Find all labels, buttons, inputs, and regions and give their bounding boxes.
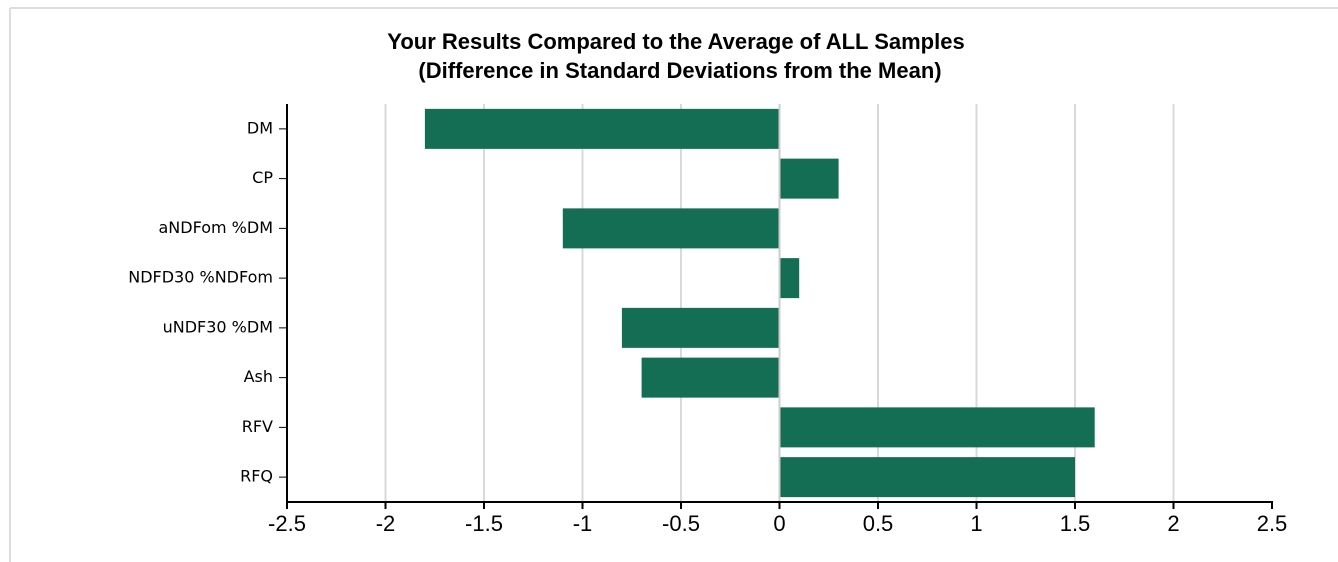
bar bbox=[779, 457, 1075, 498]
y-tick-label: NDFD30 %NDFom bbox=[128, 268, 273, 287]
y-tick-label: DM bbox=[247, 118, 273, 137]
bar bbox=[621, 307, 780, 348]
x-tick-label: 1.5 bbox=[1060, 511, 1091, 536]
x-tick-label: -0.5 bbox=[662, 511, 700, 536]
bar bbox=[562, 208, 780, 249]
y-tick-label: CP bbox=[252, 168, 273, 187]
x-tick-label: -2.5 bbox=[268, 511, 306, 536]
y-tick-label: RFV bbox=[242, 417, 273, 436]
y-tick-label: Ash bbox=[244, 367, 273, 386]
y-tick-label: RFQ bbox=[240, 467, 273, 486]
x-tick-label: -2 bbox=[376, 511, 396, 536]
chart-title: Your Results Compared to the Average of … bbox=[387, 29, 964, 54]
x-tick-label: 2.5 bbox=[1257, 511, 1288, 536]
bar bbox=[779, 258, 800, 299]
bar bbox=[779, 158, 839, 199]
bar bbox=[779, 407, 1095, 448]
x-tick-label: 0 bbox=[773, 511, 785, 536]
y-tick-label: aNDFom %DM bbox=[158, 218, 273, 237]
x-tick-label: 0.5 bbox=[863, 511, 894, 536]
chart-subtitle: (Difference in Standard Deviations from … bbox=[418, 58, 941, 83]
x-tick-label: -1.5 bbox=[465, 511, 503, 536]
bar bbox=[641, 357, 780, 398]
x-tick-label: 1 bbox=[970, 511, 982, 536]
bar bbox=[424, 108, 780, 149]
x-tick-label: 2 bbox=[1167, 511, 1179, 536]
x-tick-label: -1 bbox=[573, 511, 593, 536]
y-tick-label: uNDF30 %DM bbox=[163, 317, 273, 336]
